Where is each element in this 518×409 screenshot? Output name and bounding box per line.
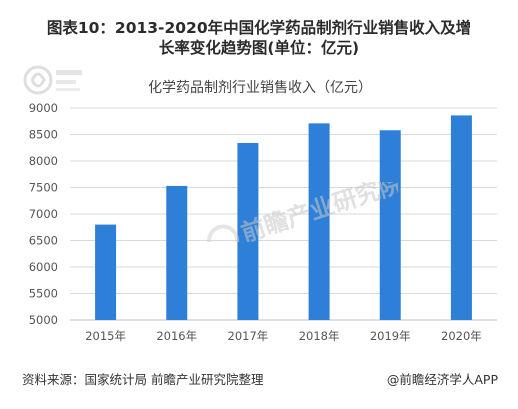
y-tick-label: 8500 — [29, 128, 58, 142]
y-tick-label: 7500 — [29, 181, 58, 195]
x-axis-ticks: 2015年 2016年 2017年 2018年 2019年 2020年 — [85, 329, 482, 343]
chart-title: 化学药品制剂行业销售收入（亿元） — [148, 80, 372, 96]
bar — [308, 123, 330, 320]
watermark-text: 前瞻产业研究院 — [238, 182, 398, 242]
source-note: 资料来源：国家统计局 前瞻产业研究院整理 — [22, 372, 264, 387]
x-tick-label: 2015年 — [85, 329, 126, 343]
figure-title-line2: 长率变化趋势图(单位：亿元) — [158, 39, 360, 57]
bar — [166, 185, 188, 320]
bar — [450, 115, 472, 320]
bar-chart: 化学药品制剂行业销售收入（亿元） 5000 5500 6000 6500 7000 750… — [29, 80, 497, 343]
watermark-icon: 前瞻产业研究院 — [207, 182, 398, 242]
bar — [95, 224, 117, 320]
bar — [379, 130, 401, 320]
y-tick-label: 5000 — [29, 313, 58, 327]
y-tick-label: 7000 — [29, 207, 58, 221]
x-tick-label: 2020年 — [441, 329, 482, 343]
watermark-logo-icon — [23, 65, 82, 95]
x-tick-label: 2018年 — [299, 329, 340, 343]
y-tick-label: 5500 — [29, 287, 58, 301]
y-tick-label: 8000 — [29, 154, 58, 168]
credit-note: @前瞻经济学人APP — [386, 372, 498, 387]
y-tick-label: 6000 — [29, 260, 58, 274]
figure-title: 图表10：2013-2020年中国化学药品制剂行业销售收入及增 长率变化趋势图(… — [0, 18, 518, 58]
y-axis-ticks: 5000 5500 6000 6500 7000 7500 8000 8500 9000 — [29, 101, 58, 327]
x-tick-label: 2019年 — [370, 329, 411, 343]
figure-title-line1: 图表10：2013-2020年中国化学药品制剂行业销售收入及增 — [46, 19, 472, 37]
y-tick-label: 9000 — [29, 101, 58, 115]
x-tick-label: 2016年 — [156, 329, 197, 343]
chart-area: 化学药品制剂行业销售收入（亿元） 5000 5500 6000 6500 7000 750… — [0, 68, 518, 358]
grid-lines — [70, 107, 497, 321]
bar — [237, 142, 259, 320]
x-tick-label: 2017年 — [228, 329, 269, 343]
y-tick-label: 6500 — [29, 234, 58, 248]
bars — [95, 115, 472, 320]
